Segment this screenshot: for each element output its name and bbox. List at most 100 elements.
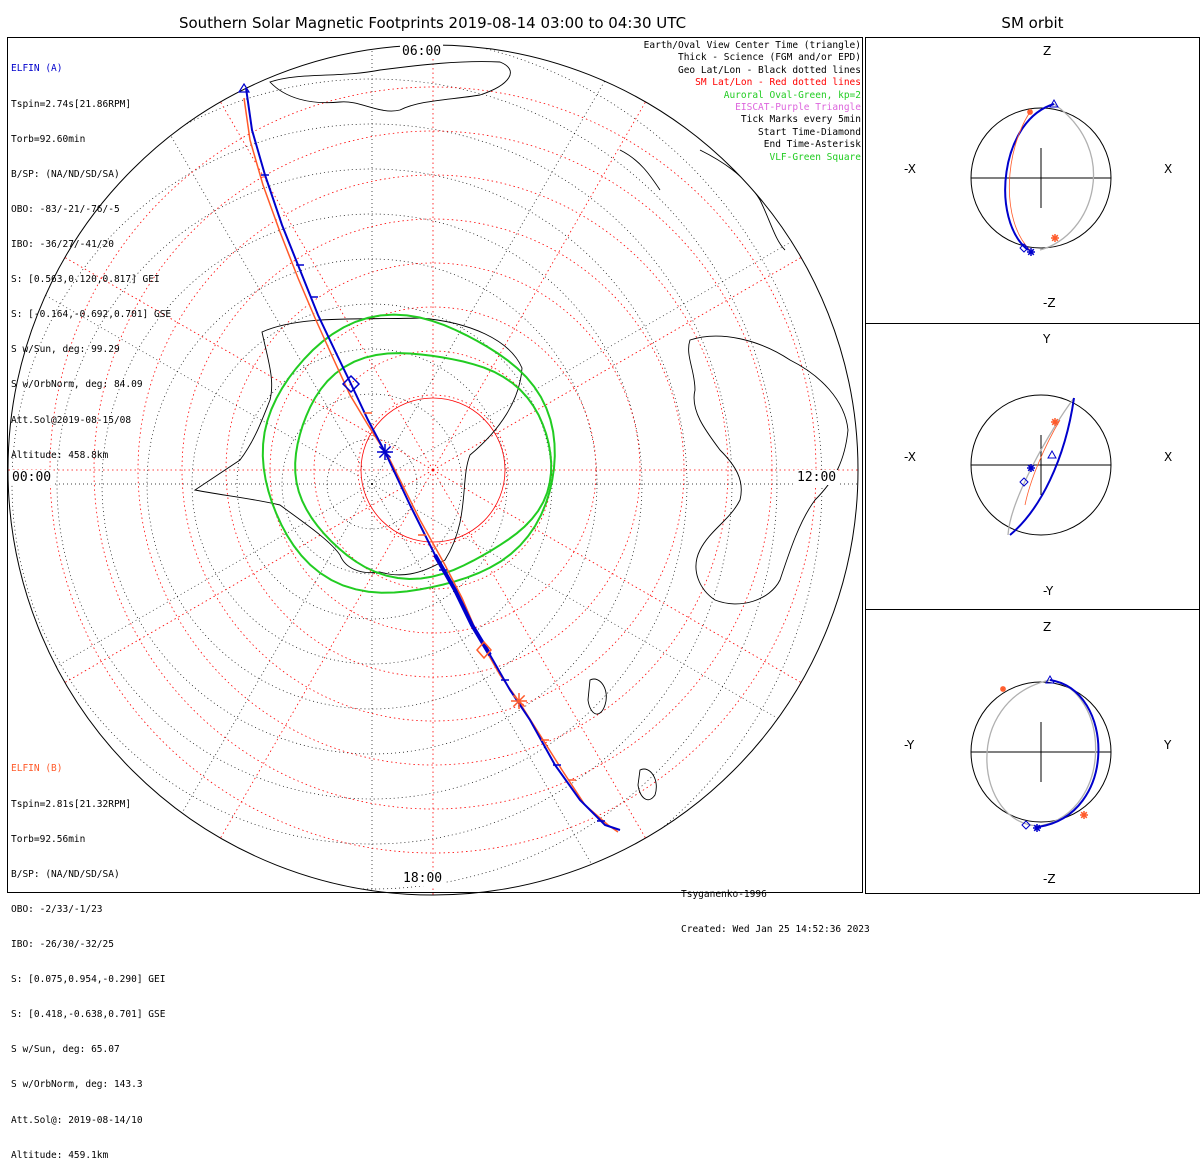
spacecraft-b-line: S: [0.075,0.954,-0.290] GEI <box>11 974 166 986</box>
sea-islands-coastline <box>619 149 786 251</box>
spacecraft-b-info: ELFIN (B) Tspin=2.81s[21.32RPM] Torb=92.… <box>11 740 165 1173</box>
spacecraft-a-line: IBO: -36/27/-41/20 <box>11 238 114 250</box>
hour-label-right: 12:00 <box>795 470 839 485</box>
axis-label: X <box>1164 450 1173 464</box>
geo-meridian <box>8 483 373 835</box>
orbit-yz-orbit <box>1037 679 1100 828</box>
spacecraft-a-line: S w/OrbNorm, deg: 84.09 <box>11 379 143 391</box>
legend-entry: End Time-Asterisk <box>763 139 861 151</box>
geo-latitude-circle <box>101 213 643 755</box>
orbit-xz-orbit <box>1039 103 1095 251</box>
footprint-map <box>7 44 1112 896</box>
spacecraft-a-line: Tspin=2.74s[21.86RPM] <box>11 98 132 110</box>
sm-meridian <box>132 469 434 895</box>
model-label: Tsyganenko-1996 <box>681 889 767 900</box>
geo-latitude-circle <box>281 393 463 575</box>
spacecraft-b-line: OBO: -2/33/-1/23 <box>11 903 103 915</box>
panel-asterisk-marker <box>1080 811 1088 819</box>
auroral-oval-outer <box>261 313 556 594</box>
spacecraft-a-line: S w/Sun, deg: 99.29 <box>11 344 120 356</box>
geo-meridian <box>371 483 723 895</box>
legend: Earth/Oval View Center Time (triangle) T… <box>644 40 861 164</box>
spacecraft-b-line: S: [0.418,-0.638,0.701] GSE <box>11 1009 166 1021</box>
orbit-xy-orbit <box>1009 397 1075 536</box>
panel-diamond-marker <box>1019 243 1029 253</box>
end-asterisk-b <box>512 694 526 708</box>
axis-label: X <box>1164 162 1173 176</box>
panel-asterisk-marker <box>1051 234 1059 242</box>
spacecraft-a-line: Torb=92.60min <box>11 133 86 145</box>
legend-entry: Start Time-Diamond <box>758 126 861 138</box>
start-diamond-a <box>341 374 361 394</box>
spacecraft-b-line: Tspin=2.81s[21.32RPM] <box>11 798 132 810</box>
track-a <box>245 87 621 831</box>
spacecraft-a-info: ELFIN (A) Tspin=2.74s[21.86RPM] Torb=92.… <box>11 40 171 473</box>
geo-meridian <box>21 45 373 485</box>
sm-latitude-circle <box>357 394 509 546</box>
orbit-xz-orbit <box>1004 103 1055 251</box>
geo-meridian <box>371 483 858 835</box>
spacecraft-b-line: B/SP: (NA/ND/SD/SA) <box>11 868 120 880</box>
panel-triangle-marker <box>1045 674 1055 684</box>
sm-meridian <box>432 169 858 471</box>
panel-asterisk-marker <box>1033 824 1041 832</box>
axis-label: -Z <box>1043 296 1056 310</box>
axis-label: -Z <box>1043 872 1056 886</box>
spacecraft-b-line: S w/OrbNorm, deg: 143.3 <box>11 1079 143 1091</box>
panel-diamond-marker <box>1021 820 1031 830</box>
footprint-map-frame <box>7 37 863 893</box>
panel-asterisk-marker <box>1051 418 1059 426</box>
sm-meridian <box>8 469 434 771</box>
spacecraft-b-line: Torb=92.56min <box>11 833 86 845</box>
legend-entry: Thick - Science (FGM and/or EPD) <box>677 52 861 64</box>
panel-asterisk-marker <box>1000 686 1006 692</box>
sm-meridian <box>8 169 434 471</box>
geo-latitude-circle <box>56 168 688 800</box>
spacecraft-a-line: S: [-0.164,-0.692,0.701] GSE <box>11 309 172 321</box>
legend-entry: Auroral Oval-Green, kp=2 <box>723 89 861 101</box>
axis-label: -Y <box>1043 584 1054 598</box>
legend-entry: SM Lat/Lon - Red dotted lines <box>695 77 861 89</box>
spacecraft-b-line: S w/Sun, deg: 65.07 <box>11 1044 120 1056</box>
view-center-triangle <box>237 82 251 93</box>
newzealand-coastline <box>587 678 657 801</box>
sm-meridian <box>132 45 434 471</box>
chart-title: Southern Solar Magnetic Footprints 2019-… <box>178 14 687 32</box>
hour-label-top: 06:00 <box>400 44 444 59</box>
panel-triangle-marker <box>1049 98 1059 108</box>
orbit-xy-orbit <box>1024 419 1061 506</box>
panel-asterisk-marker <box>1027 109 1033 115</box>
orbit-xz-orbit <box>1008 111 1031 251</box>
axis-label: -X <box>904 162 916 176</box>
created-label: Created: Wed Jan 25 14:52:36 2023 <box>681 923 870 935</box>
sm-meridian <box>432 45 734 471</box>
panel-diamond-marker <box>1019 477 1029 487</box>
geo-meridian <box>8 133 373 485</box>
spacecraft-b-line: Altitude: 459.1km <box>11 1149 109 1161</box>
spacecraft-b-name: ELFIN (B) <box>11 763 63 775</box>
orbit-panel-title: SM orbit <box>1001 14 1064 32</box>
end-asterisk-a <box>378 445 392 459</box>
spacecraft-b-line: IBO: -26/30/-32/25 <box>11 938 114 950</box>
legend-entry: Earth/Oval View Center Time (triangle) <box>643 40 861 51</box>
geo-meridian <box>21 483 373 895</box>
legend-entry: Geo Lat/Lon - Black dotted lines <box>677 64 861 76</box>
axis-label: -Y <box>904 738 915 752</box>
geo-meridian <box>371 45 723 485</box>
track-b <box>243 97 619 833</box>
sm-meridian <box>432 469 734 895</box>
spacecraft-a-name: ELFIN (A) <box>11 63 63 75</box>
hour-label-left: 00:00 <box>10 470 54 485</box>
panel-triangle-marker <box>1047 449 1057 459</box>
start-diamond-b <box>476 640 492 660</box>
australia-coastline <box>688 335 849 605</box>
spacecraft-a-line: Altitude: 458.8km <box>11 449 109 461</box>
sm-latitude-circle <box>137 174 729 766</box>
axis-label: -X <box>904 450 916 464</box>
antarctica-coastline <box>193 317 523 576</box>
axis-label: Y <box>1164 738 1172 752</box>
sm-latitude-circle <box>181 218 685 722</box>
track-a-science <box>433 554 492 657</box>
sm-meridian <box>432 469 858 771</box>
legend-entry: VLF-Green Square <box>769 151 861 163</box>
